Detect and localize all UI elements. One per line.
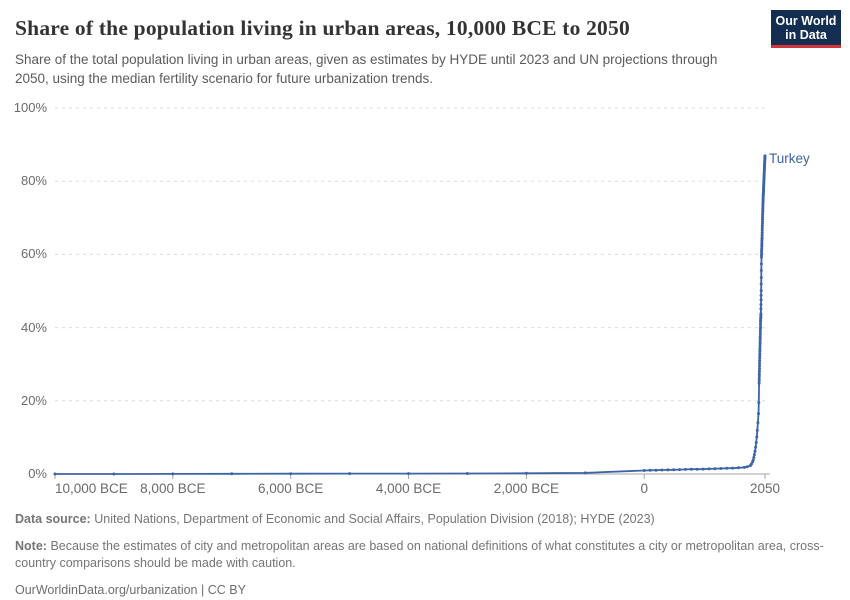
x-axis-tick-label: 2050 <box>749 481 781 496</box>
x-axis-tick-label: 10,000 BCE <box>55 481 128 496</box>
owid-logo-line1: Our World <box>775 14 837 28</box>
x-axis-tick-label: 6,000 BCE <box>258 481 324 496</box>
owid-logo-line2: in Data <box>785 28 827 42</box>
y-axis-tick-label: 60% <box>20 246 47 262</box>
owid-logo[interactable]: Our World in Data <box>771 10 841 48</box>
data-source-label: Data source: <box>15 512 91 526</box>
y-axis-tick-label: 0% <box>28 466 47 481</box>
data-source-text: United Nations, Department of Economic a… <box>94 512 655 526</box>
y-axis-tick-label: 40% <box>20 319 47 335</box>
citation-link[interactable]: OurWorldinData.org/urbanization <box>15 583 198 597</box>
note-text: Because the estimates of city and metrop… <box>15 539 824 570</box>
x-axis-tick-label: 0 <box>640 481 648 496</box>
y-axis-tick-label: 80% <box>20 173 47 189</box>
series-label-turkey[interactable]: Turkey <box>769 151 810 166</box>
x-axis-tick-label: 2,000 BCE <box>493 481 559 496</box>
x-axis-tick-label: 4,000 BCE <box>375 481 442 496</box>
page-title: Share of the population living in urban … <box>15 16 630 40</box>
citation-license: | CC BY <box>197 583 246 597</box>
data-source-line: Data source: United Nations, Department … <box>15 511 837 528</box>
y-axis-tick-label: 20% <box>20 392 47 408</box>
y-axis-tick-label: 100% <box>13 100 47 115</box>
citation-line: OurWorldinData.org/urbanization | CC BY <box>15 582 837 599</box>
chart-subtitle: Share of the total population living in … <box>15 52 718 86</box>
note-label: Note: <box>15 539 47 553</box>
chart-footer: Data source: United Nations, Department … <box>15 511 837 599</box>
x-axis-tick-label: 8,000 BCE <box>140 481 206 496</box>
note-line: Note: Because the estimates of city and … <box>15 538 837 572</box>
